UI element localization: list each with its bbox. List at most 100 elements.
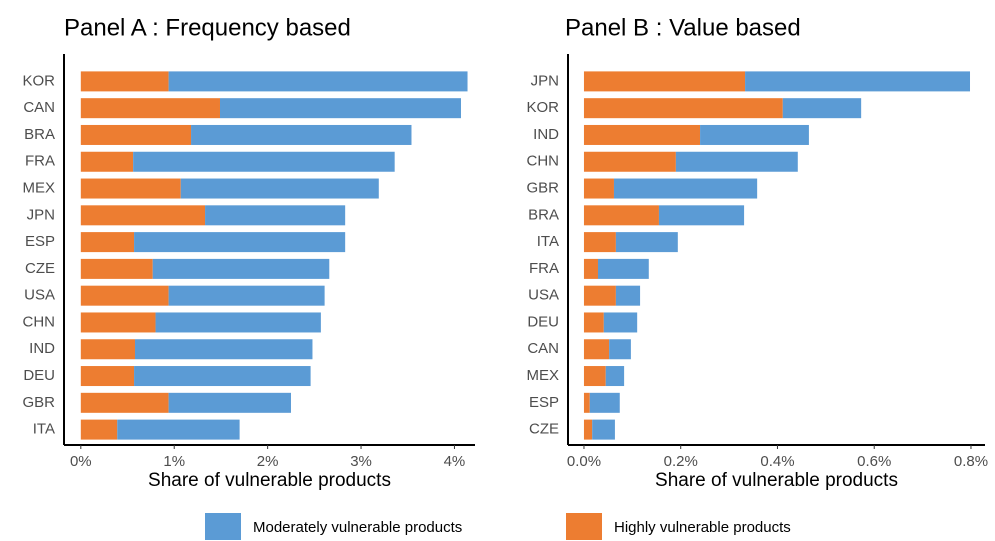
x-tick-label: 4%: [444, 453, 466, 470]
bar-segment: [134, 366, 311, 387]
bar-segment: [605, 366, 625, 387]
x-tick-label: 0.4%: [760, 453, 794, 470]
bar-segment: [583, 205, 659, 226]
bar-segment: [80, 392, 169, 413]
x-tick-label: 3%: [350, 453, 372, 470]
y-tick-label: DEU: [527, 313, 559, 330]
y-tick-label: JPN: [27, 206, 55, 223]
bar-segment: [615, 232, 678, 253]
bar-segment: [168, 71, 468, 92]
y-tick-label: USA: [528, 287, 559, 304]
bar-segment: [205, 205, 346, 226]
bar-segment: [583, 98, 783, 119]
bar-segment: [80, 366, 135, 387]
bar-segment: [583, 339, 610, 360]
y-tick-label: JPN: [531, 72, 559, 89]
y-tick-label: CAN: [527, 340, 559, 357]
bar-segment: [583, 285, 616, 306]
bar-segment: [152, 258, 330, 279]
bar-segment: [80, 285, 169, 306]
y-tick-label: CZE: [529, 421, 559, 438]
bar-segment: [615, 285, 641, 306]
x-tick-label: 0%: [70, 453, 92, 470]
bar-segment: [583, 178, 614, 199]
bar-segment: [583, 124, 701, 145]
y-tick-label: GBR: [526, 180, 559, 197]
bar-segment: [583, 71, 746, 92]
panel-title: Panel B : Value based: [565, 14, 801, 41]
bar-segment: [675, 151, 798, 172]
bar-segment: [583, 419, 593, 440]
x-tick-label: 0.6%: [857, 453, 891, 470]
legend-label: Moderately vulnerable products: [253, 519, 462, 536]
bar-segment: [191, 124, 412, 145]
legend-label: Highly vulnerable products: [614, 519, 791, 536]
y-tick-label: ITA: [33, 421, 55, 438]
x-tick-label: 0.0%: [567, 453, 601, 470]
bar-segment: [168, 285, 325, 306]
bar-segment: [80, 71, 169, 92]
bar-segment: [583, 366, 606, 387]
y-tick-label: ESP: [529, 394, 559, 411]
y-tick-label: USA: [24, 287, 55, 304]
bar-segment: [80, 419, 118, 440]
legend-swatch: [205, 513, 241, 540]
bar-segment: [133, 151, 395, 172]
bar-segment: [80, 178, 181, 199]
y-tick-label: DEU: [23, 367, 55, 384]
y-tick-label: FRA: [529, 260, 559, 277]
bar-segment: [603, 312, 638, 333]
y-tick-label: KOR: [526, 99, 559, 116]
bar-segment: [117, 419, 240, 440]
bar-segment: [700, 124, 809, 145]
x-tick-label: 1%: [163, 453, 185, 470]
bar-segment: [658, 205, 745, 226]
y-tick-label: IND: [29, 340, 55, 357]
bar-segment: [80, 312, 156, 333]
bar-segment: [80, 258, 153, 279]
bar-segment: [583, 151, 676, 172]
y-tick-label: FRA: [25, 153, 55, 170]
y-tick-label: BRA: [24, 126, 55, 143]
y-tick-label: ITA: [537, 233, 559, 250]
x-tick-label: 0.8%: [954, 453, 988, 470]
legend-swatch: [566, 513, 602, 540]
bar-segment: [155, 312, 321, 333]
bar-segment: [134, 232, 346, 253]
bar-segment: [219, 98, 461, 119]
y-tick-label: BRA: [528, 206, 559, 223]
bar-segment: [583, 392, 590, 413]
bar-segment: [597, 258, 649, 279]
y-tick-label: ESP: [25, 233, 55, 250]
x-axis-label: Share of vulnerable products: [148, 470, 391, 491]
bar-segment: [80, 232, 135, 253]
x-axis-label: Share of vulnerable products: [655, 470, 898, 491]
y-tick-label: CAN: [23, 99, 55, 116]
bar-segment: [782, 98, 862, 119]
bar-segment: [134, 339, 313, 360]
bar-segment: [168, 392, 291, 413]
x-tick-label: 0.2%: [664, 453, 698, 470]
bar-segment: [589, 392, 620, 413]
y-tick-label: KOR: [22, 72, 55, 89]
bar-segment: [583, 232, 616, 253]
y-tick-label: MEX: [22, 180, 55, 197]
bar-segment: [592, 419, 615, 440]
bar-segment: [80, 205, 206, 226]
x-tick-label: 2%: [257, 453, 279, 470]
y-tick-label: CHN: [23, 313, 56, 330]
panel-title: Panel A : Frequency based: [64, 14, 351, 41]
bar-segment: [80, 124, 192, 145]
y-tick-label: IND: [533, 126, 559, 143]
bar-segment: [180, 178, 379, 199]
bar-segment: [745, 71, 971, 92]
bar-segment: [613, 178, 758, 199]
bar-segment: [583, 258, 598, 279]
y-tick-label: CZE: [25, 260, 55, 277]
bar-segment: [80, 98, 220, 119]
y-tick-label: CHN: [527, 153, 560, 170]
y-tick-label: GBR: [22, 394, 55, 411]
y-tick-label: MEX: [526, 367, 559, 384]
bar-segment: [80, 339, 135, 360]
